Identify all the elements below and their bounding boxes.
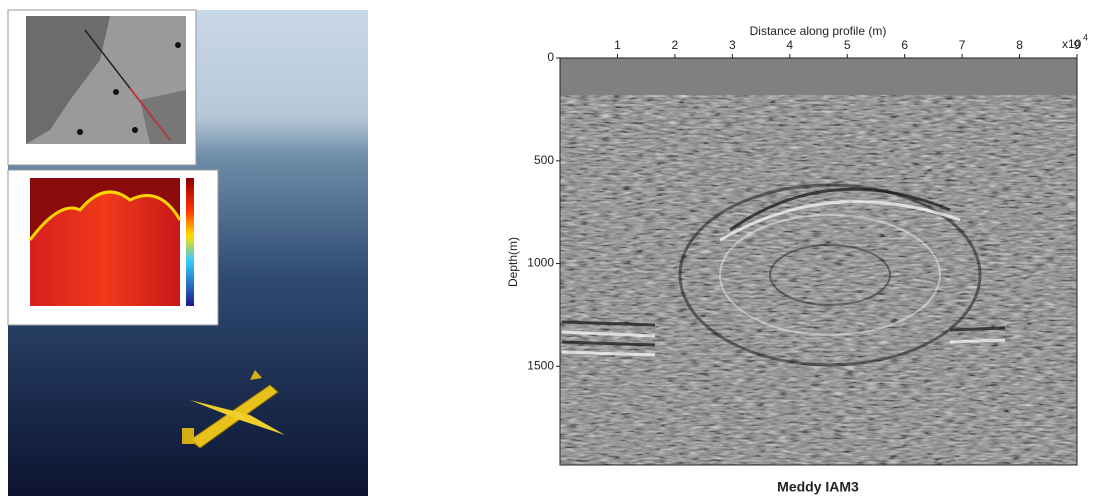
x-tick-label: 9 [1074, 38, 1081, 52]
photo [8, 10, 368, 496]
x-tick-label: 1 [614, 38, 621, 52]
x-tick-label: 5 [844, 38, 851, 52]
x-tick-label: 3 [729, 38, 736, 52]
page: {"chart_data": {"type": "seismic", "titl… [0, 0, 1100, 499]
x-tick-label: 8 [1016, 38, 1023, 52]
seismic-section [560, 58, 1077, 465]
chart-title: Meddy IAM3 [777, 479, 859, 495]
x-tick-label: 4 [786, 38, 793, 52]
x-exponent: 4 [1083, 32, 1088, 42]
y-tick-label: 500 [534, 153, 554, 167]
x-tick-label: 2 [672, 38, 679, 52]
y-tick-label: 1000 [527, 256, 554, 270]
x-axis-label: Distance along profile (m) [750, 24, 887, 38]
y-axis-label: Depth(m) [506, 237, 520, 287]
x-tick-label: 7 [959, 38, 966, 52]
figure: Distance along profile (m) x10 4 Depth(m… [0, 0, 1100, 499]
y-tick-label: 1500 [527, 359, 554, 373]
y-tick-label: 0 [547, 50, 554, 64]
x-tick-label: 6 [901, 38, 908, 52]
